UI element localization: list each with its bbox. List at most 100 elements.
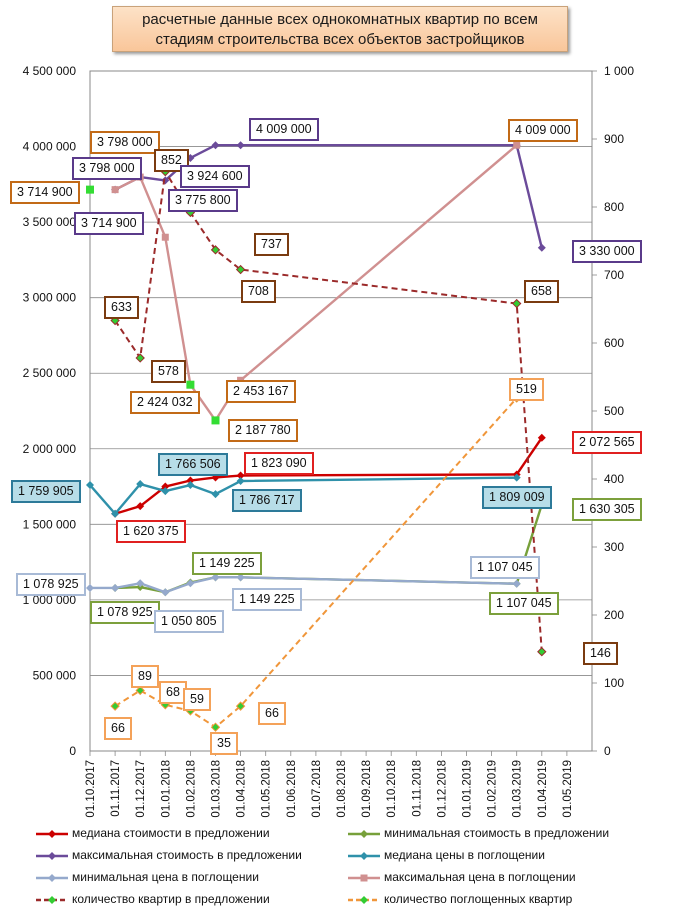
data-label: 1 050 805 (154, 610, 224, 633)
data-point (111, 583, 120, 592)
data-label: 519 (509, 378, 544, 401)
data-label: 1 809 009 (482, 486, 552, 509)
data-point (186, 481, 195, 490)
legend-item: медиана стоимости в предложении (36, 823, 270, 843)
legend-label: максимальная цена в поглощении (384, 870, 576, 884)
x-tick-label: 01.09.2018 (361, 760, 373, 818)
y-right-tick-label: 200 (604, 608, 624, 622)
data-point (111, 186, 119, 194)
x-tick-label: 01.12.2017 (135, 760, 147, 818)
legend-label: минимальная стоимость в предложении (384, 826, 610, 840)
data-label: 66 (258, 702, 286, 725)
data-label: 3 798 000 (72, 157, 142, 180)
legend-swatch (36, 829, 68, 838)
y-right-tick-label: 700 (604, 268, 624, 282)
highlight-point (186, 380, 195, 389)
y-left-tick-label: 500 000 (33, 668, 77, 682)
x-tick-label: 01.04.2018 (236, 760, 248, 818)
data-point (136, 502, 145, 511)
legend-label: медиана цены в поглощении (384, 848, 545, 862)
x-tick-label: 01.02.2019 (487, 760, 499, 818)
data-label: 66 (104, 717, 132, 740)
chart-title: расчетные данные всех однокомнатных квар… (112, 6, 568, 52)
data-point (110, 701, 120, 711)
data-point (86, 583, 94, 592)
data-label: 146 (583, 642, 618, 665)
legend-swatch (348, 895, 380, 904)
x-tick-label: 01.11.2018 (411, 760, 423, 817)
legend-item: максимальная цена в поглощении (348, 867, 576, 887)
data-label: 89 (131, 665, 159, 688)
data-label: 1 766 506 (158, 453, 228, 476)
series-line (114, 143, 543, 249)
y-right-tick-label: 500 (604, 404, 624, 418)
data-point (161, 487, 170, 496)
data-label: 633 (104, 296, 139, 319)
x-tick-label: 01.11.2017 (110, 760, 122, 817)
y-left-tick-label: 3 000 000 (23, 291, 77, 305)
series-line (114, 170, 543, 652)
y-right-tick-label: 600 (604, 336, 624, 350)
x-tick-label: 01.01.2018 (160, 760, 172, 818)
data-point (161, 588, 170, 597)
series-line (89, 476, 517, 515)
legend-label: максимальная стоимость в предложении (72, 848, 302, 862)
legend-item: количество квартир в предложении (36, 889, 270, 909)
data-point (86, 481, 94, 490)
data-point (210, 245, 221, 255)
x-tick-label: 01.06.2018 (286, 760, 298, 818)
data-point (135, 353, 145, 363)
x-tick-label: 01.07.2018 (311, 760, 323, 818)
data-point (512, 473, 521, 482)
series-line (114, 437, 543, 515)
legend-swatch (348, 874, 380, 882)
y-right-tick-label: 300 (604, 540, 624, 554)
legend-item: максимальная стоимость в предложении (36, 845, 302, 865)
data-point (537, 647, 547, 657)
data-label: 708 (241, 280, 276, 303)
data-label: 658 (524, 280, 559, 303)
y-right-tick-label: 400 (604, 472, 624, 486)
data-label: 1 149 225 (192, 552, 262, 575)
legend-swatch (36, 873, 68, 882)
data-point (135, 685, 145, 696)
y-left-tick-label: 2 500 000 (23, 366, 77, 380)
legend-swatch (36, 851, 68, 860)
data-label: 1 078 925 (16, 573, 86, 596)
data-label: 3 714 900 (74, 212, 144, 235)
y-right-tick-label: 0 (604, 744, 611, 758)
legend-label: количество квартир в предложении (72, 892, 270, 906)
data-label: 1 107 045 (470, 556, 540, 579)
data-label: 1 620 375 (116, 520, 186, 543)
data-point (161, 233, 169, 241)
y-left-tick-label: 4 000 000 (23, 140, 77, 154)
y-right-tick-label: 1 000 (604, 64, 634, 78)
data-label: 1 759 905 (11, 480, 81, 503)
data-label: 4 009 000 (508, 119, 578, 142)
highlight-point (211, 416, 220, 425)
data-label: 3 714 900 (10, 181, 80, 204)
highlight-point (86, 185, 94, 194)
data-label: 2 187 780 (228, 419, 298, 442)
y-left-tick-label: 1 000 000 (23, 593, 77, 607)
data-point (210, 722, 221, 732)
x-tick-label: 01.05.2019 (562, 760, 574, 818)
x-tick-label: 01.05.2018 (261, 760, 273, 818)
data-label: 1 630 305 (572, 498, 642, 521)
data-label: 2 424 032 (130, 391, 200, 414)
legend-item: медиана цены в поглощении (348, 845, 545, 865)
data-point (511, 298, 522, 309)
data-label: 68 (159, 681, 187, 704)
x-tick-label: 01.04.2019 (537, 760, 549, 818)
legend-item: количество поглощенных квартир (348, 889, 572, 909)
data-point (211, 490, 220, 499)
data-point (186, 579, 195, 588)
data-point (161, 482, 170, 491)
x-tick-label: 01.12.2018 (436, 760, 448, 818)
data-point (211, 141, 220, 150)
legend-label: минимальная цена в поглощении (72, 870, 259, 884)
data-label: 3 924 600 (180, 165, 250, 188)
legend-label: количество поглощенных квартир (384, 892, 573, 906)
y-left-tick-label: 2 000 000 (23, 442, 77, 456)
